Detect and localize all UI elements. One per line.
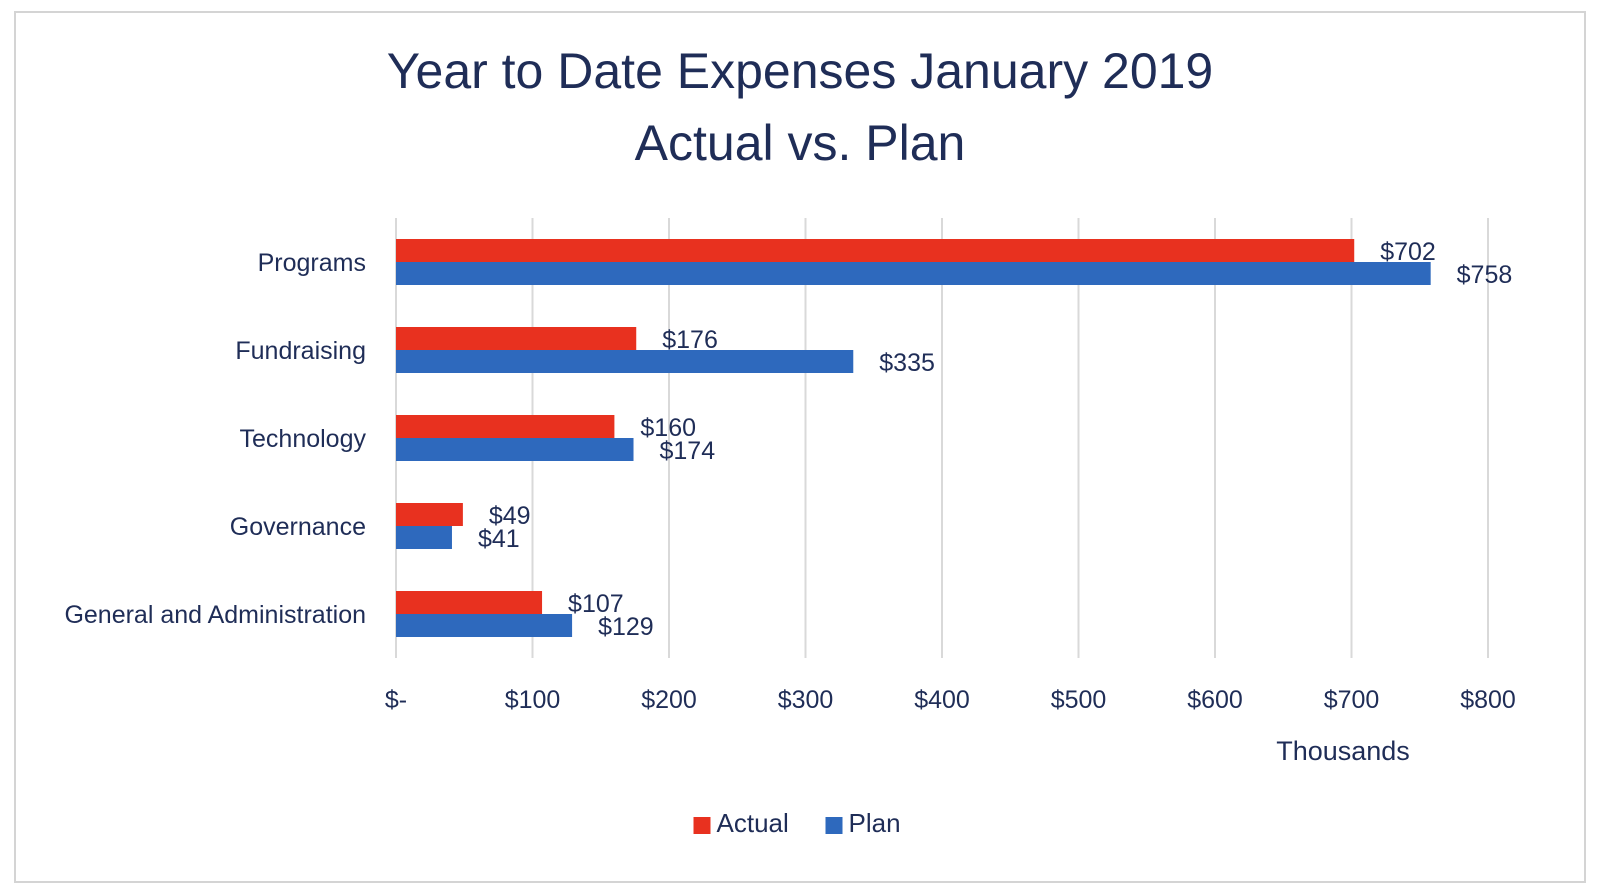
x-tick-label-400: $400	[914, 686, 970, 714]
data-label-actual-4: $107	[568, 590, 624, 618]
bar-actual-2	[396, 415, 615, 438]
x-tick-labels: $- $100 $200 $300 $400 $500 $600 $700 $800	[385, 686, 1516, 714]
x-tick-label-500: $500	[1051, 686, 1107, 714]
grid-lines	[395, 218, 1489, 658]
data-label-plan-3: $41	[478, 525, 520, 553]
category-labels: Programs Fundraising Technology Governance G…	[64, 249, 366, 629]
data-label-plan-0: $758	[1457, 261, 1513, 289]
bar-plan-4	[396, 614, 573, 637]
data-label-plan-4: $129	[598, 613, 654, 641]
data-labels: $702 $758 $176 $335 $160$174 $49$41 $107$129	[478, 238, 1512, 641]
bar-plan-0	[396, 262, 1431, 285]
category-label-0: Programs	[258, 249, 366, 277]
data-label-plan-1: $335	[879, 349, 935, 377]
bar-actual-0	[396, 239, 1355, 262]
x-axis-unit-label: Thousands	[1276, 736, 1410, 766]
category-label-4: General and Administration	[64, 601, 366, 629]
category-label-3: Governance	[230, 513, 366, 541]
x-tick-label-600: $600	[1187, 686, 1243, 714]
x-tick-label-200: $200	[641, 686, 697, 714]
chart-frame	[14, 11, 1586, 883]
data-label-actual-0: $702	[1380, 238, 1436, 266]
bar-actual-4	[396, 591, 543, 614]
chart-title: Year to Date Expenses January 2019	[387, 43, 1214, 99]
x-tick-label-0: $-	[385, 686, 407, 714]
x-tick-label-800: $800	[1460, 686, 1516, 714]
bars	[396, 239, 1431, 637]
x-tick-label-300: $300	[778, 686, 834, 714]
legend-label-actual: Actual	[717, 808, 789, 838]
bar-plan-2	[396, 438, 634, 461]
chart-subtitle: Actual vs. Plan	[635, 115, 966, 171]
category-label-1: Fundraising	[235, 337, 366, 365]
data-label-actual-2: $160	[640, 414, 696, 442]
data-label-plan-2: $174	[660, 437, 716, 465]
bar-actual-3	[396, 503, 463, 526]
legend-label-plan: Plan	[849, 808, 901, 838]
legend-swatch-plan	[825, 817, 843, 834]
legend: Actual Plan	[693, 808, 901, 838]
x-tick-label-700: $700	[1324, 686, 1380, 714]
data-label-actual-1: $176	[662, 326, 718, 354]
data-label-actual-3: $49	[489, 502, 531, 530]
bar-plan-3	[396, 526, 452, 549]
bar-plan-1	[396, 350, 854, 373]
x-tick-label-100: $100	[505, 686, 561, 714]
category-label-2: Technology	[240, 425, 367, 453]
legend-swatch-actual	[693, 817, 711, 834]
bar-actual-1	[396, 327, 637, 350]
